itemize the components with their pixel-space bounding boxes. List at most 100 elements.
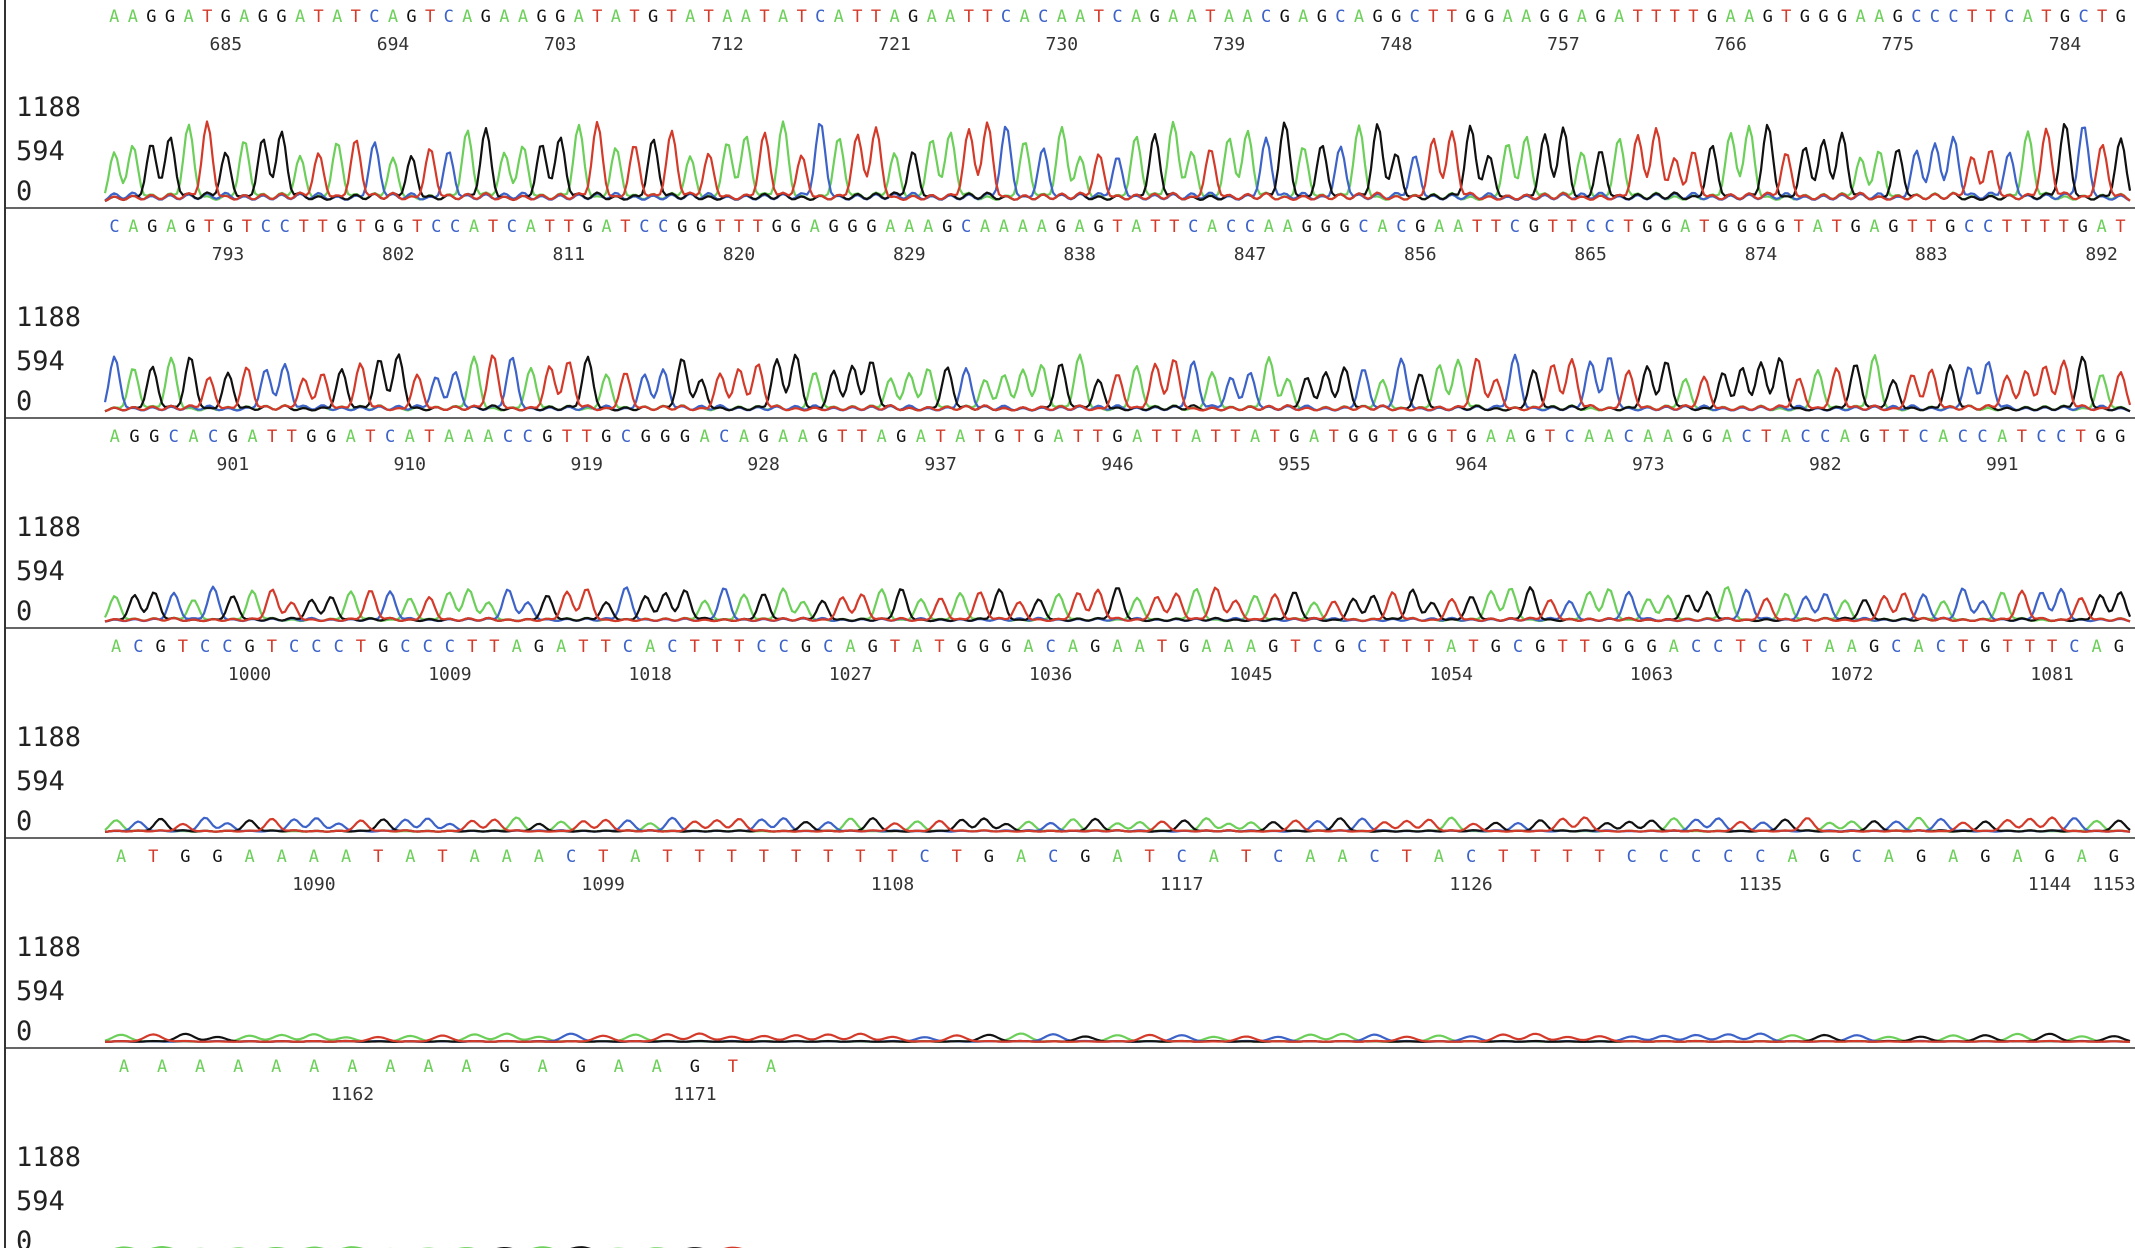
trace-T: [104, 816, 2131, 833]
base-call: C: [334, 637, 344, 657]
base-call: A: [1023, 637, 1033, 657]
base-call: G: [680, 427, 690, 447]
base-call: T: [1447, 7, 1457, 27]
base-call: A: [2023, 7, 2033, 27]
base-call: G: [601, 427, 611, 447]
base-call: A: [845, 637, 855, 657]
base-call: A: [889, 7, 899, 27]
base-call: G: [660, 427, 670, 447]
base-call: C: [523, 427, 533, 447]
base-call: G: [868, 637, 878, 657]
base-call: C: [1335, 7, 1345, 27]
y-tick-label: 0: [16, 386, 32, 417]
base-call: T: [351, 7, 361, 27]
position-label: 901: [217, 454, 250, 475]
base-call: A: [778, 427, 788, 447]
base-call: A: [1725, 7, 1735, 27]
base-call: A: [469, 217, 479, 237]
base-call: T: [317, 217, 327, 237]
position-label: 793: [212, 244, 245, 265]
base-call: G: [1702, 427, 1712, 447]
base-call: G: [1317, 7, 1327, 27]
base-call: A: [332, 7, 342, 27]
base-call: G: [896, 427, 906, 447]
base-call: A: [741, 7, 751, 27]
base-call: G: [1642, 217, 1652, 237]
position-label: 811: [552, 244, 585, 265]
base-call: C: [109, 217, 119, 237]
base-call: G: [258, 7, 268, 27]
position-label: 1144: [2028, 874, 2071, 895]
base-call: G: [828, 217, 838, 237]
base-call: A: [461, 1057, 471, 1077]
base-call: T: [373, 847, 383, 867]
base-call: A: [1938, 427, 1948, 447]
base-call: T: [964, 7, 974, 27]
base-call: G: [576, 1057, 586, 1077]
base-call: T: [1428, 7, 1438, 27]
base-call: A: [1298, 7, 1308, 27]
y-tick-label: 594: [16, 556, 65, 587]
base-call: A: [904, 217, 914, 237]
base-call: G: [374, 217, 384, 237]
base-call: T: [1794, 217, 1804, 237]
position-label: 775: [1882, 34, 1915, 55]
base-call: C: [450, 217, 460, 237]
y-tick-label: 1188: [16, 932, 81, 963]
base-call: G: [979, 637, 989, 657]
base-call: G: [1682, 427, 1692, 447]
base-call: G: [1529, 217, 1539, 237]
base-call: A: [499, 7, 509, 27]
position-label: 838: [1063, 244, 1096, 265]
base-call: A: [652, 1057, 662, 1077]
base-call: G: [847, 217, 857, 237]
base-call: C: [289, 637, 299, 657]
base-call: C: [566, 847, 576, 867]
base-call: A: [1305, 847, 1315, 867]
base-call: T: [267, 427, 277, 447]
position-label: 973: [1632, 454, 1665, 475]
y-tick-label: 1188: [16, 722, 81, 753]
position-label: 1027: [829, 664, 872, 685]
base-call: A: [614, 1057, 624, 1077]
base-call: G: [542, 427, 552, 447]
base-call: G: [2116, 7, 2126, 27]
base-call: A: [1016, 847, 1026, 867]
base-call: A: [810, 217, 820, 237]
base-call: A: [2077, 847, 2087, 867]
base-call: T: [975, 427, 985, 447]
base-call: C: [1177, 847, 1187, 867]
base-call: G: [1335, 637, 1345, 657]
base-call: G: [1800, 7, 1810, 27]
base-call: T: [982, 7, 992, 27]
base-call: T: [582, 427, 592, 447]
base-call: A: [1847, 637, 1857, 657]
base-call: C: [169, 427, 179, 447]
base-call: C: [823, 637, 833, 657]
base-call: T: [2115, 217, 2125, 237]
base-call: T: [1594, 847, 1604, 867]
base-call: A: [601, 217, 611, 237]
base-call: A: [766, 1057, 776, 1077]
base-call: G: [1888, 217, 1898, 237]
base-call: A: [464, 427, 474, 447]
base-call: A: [1913, 637, 1923, 657]
base-call: T: [935, 427, 945, 447]
base-call: T: [2047, 637, 2057, 657]
base-call: T: [1491, 217, 1501, 237]
base-call: C: [1691, 637, 1701, 657]
y-tick-label: 0: [16, 176, 32, 207]
y-tick-label: 594: [16, 1186, 65, 1217]
base-call: A: [1135, 637, 1145, 657]
base-call: C: [200, 637, 210, 657]
base-call: C: [1852, 847, 1862, 867]
base-call: C: [1261, 7, 1271, 27]
base-call: G: [1980, 847, 1990, 867]
base-call: A: [518, 7, 528, 27]
base-call: C: [1369, 847, 1379, 867]
base-call: C: [2004, 7, 2014, 27]
base-call: A: [247, 427, 257, 447]
